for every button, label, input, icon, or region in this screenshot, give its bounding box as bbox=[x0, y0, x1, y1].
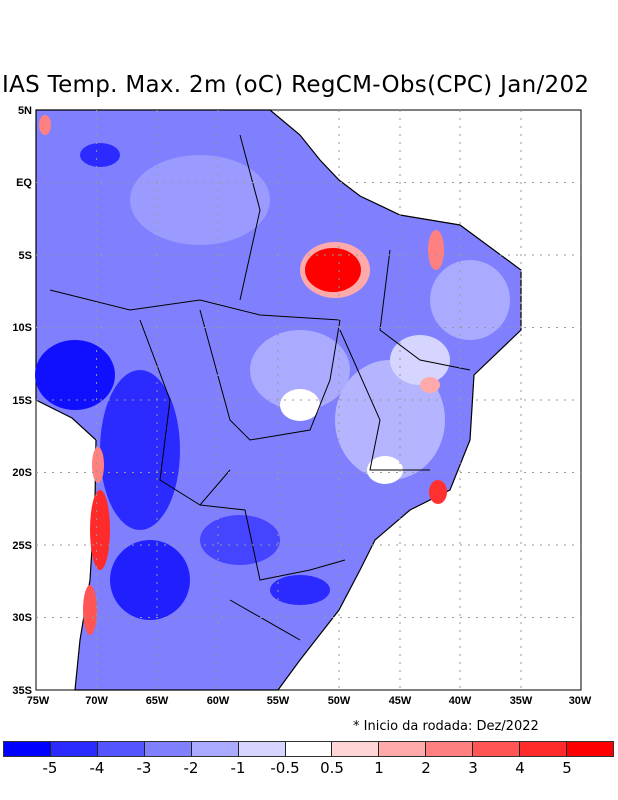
country-borders bbox=[49, 134, 471, 641]
lat-label: 5N bbox=[18, 105, 32, 117]
colorbar-swatch bbox=[238, 742, 286, 756]
colorbar-label: 2 bbox=[421, 759, 431, 777]
colorbar-label: -0.5 bbox=[270, 759, 300, 777]
lat-label: 15S bbox=[12, 395, 32, 407]
lat-label: EQ bbox=[16, 177, 32, 189]
colorbar-swatch bbox=[332, 742, 380, 756]
lon-label: 35W bbox=[510, 695, 533, 707]
lon-label: 30W bbox=[569, 695, 592, 707]
map-title: IAS Temp. Max. 2m (oC) RegCM-Obs(CPC) Ja… bbox=[2, 72, 590, 98]
colorbar-label: 4 bbox=[515, 759, 525, 777]
colorbar-swatch bbox=[191, 742, 239, 756]
colorbar-label: -3 bbox=[136, 759, 152, 777]
gridlines bbox=[36, 110, 581, 690]
colorbar-label: 1 bbox=[374, 759, 384, 777]
lon-label: 70W bbox=[85, 695, 108, 707]
lat-label: 30S bbox=[12, 612, 32, 624]
lon-label: 55W bbox=[267, 695, 290, 707]
lon-label: 75W bbox=[27, 695, 50, 707]
lon-label: 40W bbox=[449, 695, 472, 707]
colorbar-swatch bbox=[379, 742, 427, 756]
colorbar-swatch bbox=[426, 742, 474, 756]
lat-label: 35S bbox=[12, 685, 32, 697]
colorbar-swatch bbox=[97, 742, 145, 756]
colorbar-label: -4 bbox=[89, 759, 105, 777]
colorbar-swatch bbox=[144, 742, 192, 756]
colorbar-label: -1 bbox=[230, 759, 246, 777]
colorbar-swatch bbox=[473, 742, 521, 756]
lon-label: 50W bbox=[328, 695, 351, 707]
colorbar-swatch bbox=[4, 742, 51, 756]
anomaly-map: 5N EQ 5S 10S 15S 20S 25S 30S 35S 75W 70W… bbox=[12, 105, 592, 707]
colorbar-label: 5 bbox=[562, 759, 572, 777]
lat-label: 10S bbox=[12, 322, 32, 334]
colorbar-swatch bbox=[567, 742, 613, 756]
lon-label: 60W bbox=[207, 695, 230, 707]
colorbar-label: -5 bbox=[42, 759, 58, 777]
run-start-note: * Inicio da rodada: Dez/2022 bbox=[353, 719, 539, 734]
colorbar-label: 0.5 bbox=[320, 759, 344, 777]
lat-label: 25S bbox=[12, 540, 32, 552]
colorbar-label: -2 bbox=[183, 759, 199, 777]
lon-label: 65W bbox=[146, 695, 169, 707]
colorbar-swatch bbox=[50, 742, 98, 756]
colorbar-swatch bbox=[285, 742, 333, 756]
colorbar bbox=[3, 741, 614, 757]
lat-label: 5S bbox=[19, 250, 32, 262]
colorbar-swatch bbox=[520, 742, 568, 756]
colorbar-label: 3 bbox=[468, 759, 478, 777]
lat-label: 20S bbox=[12, 467, 32, 479]
lon-label: 45W bbox=[389, 695, 412, 707]
